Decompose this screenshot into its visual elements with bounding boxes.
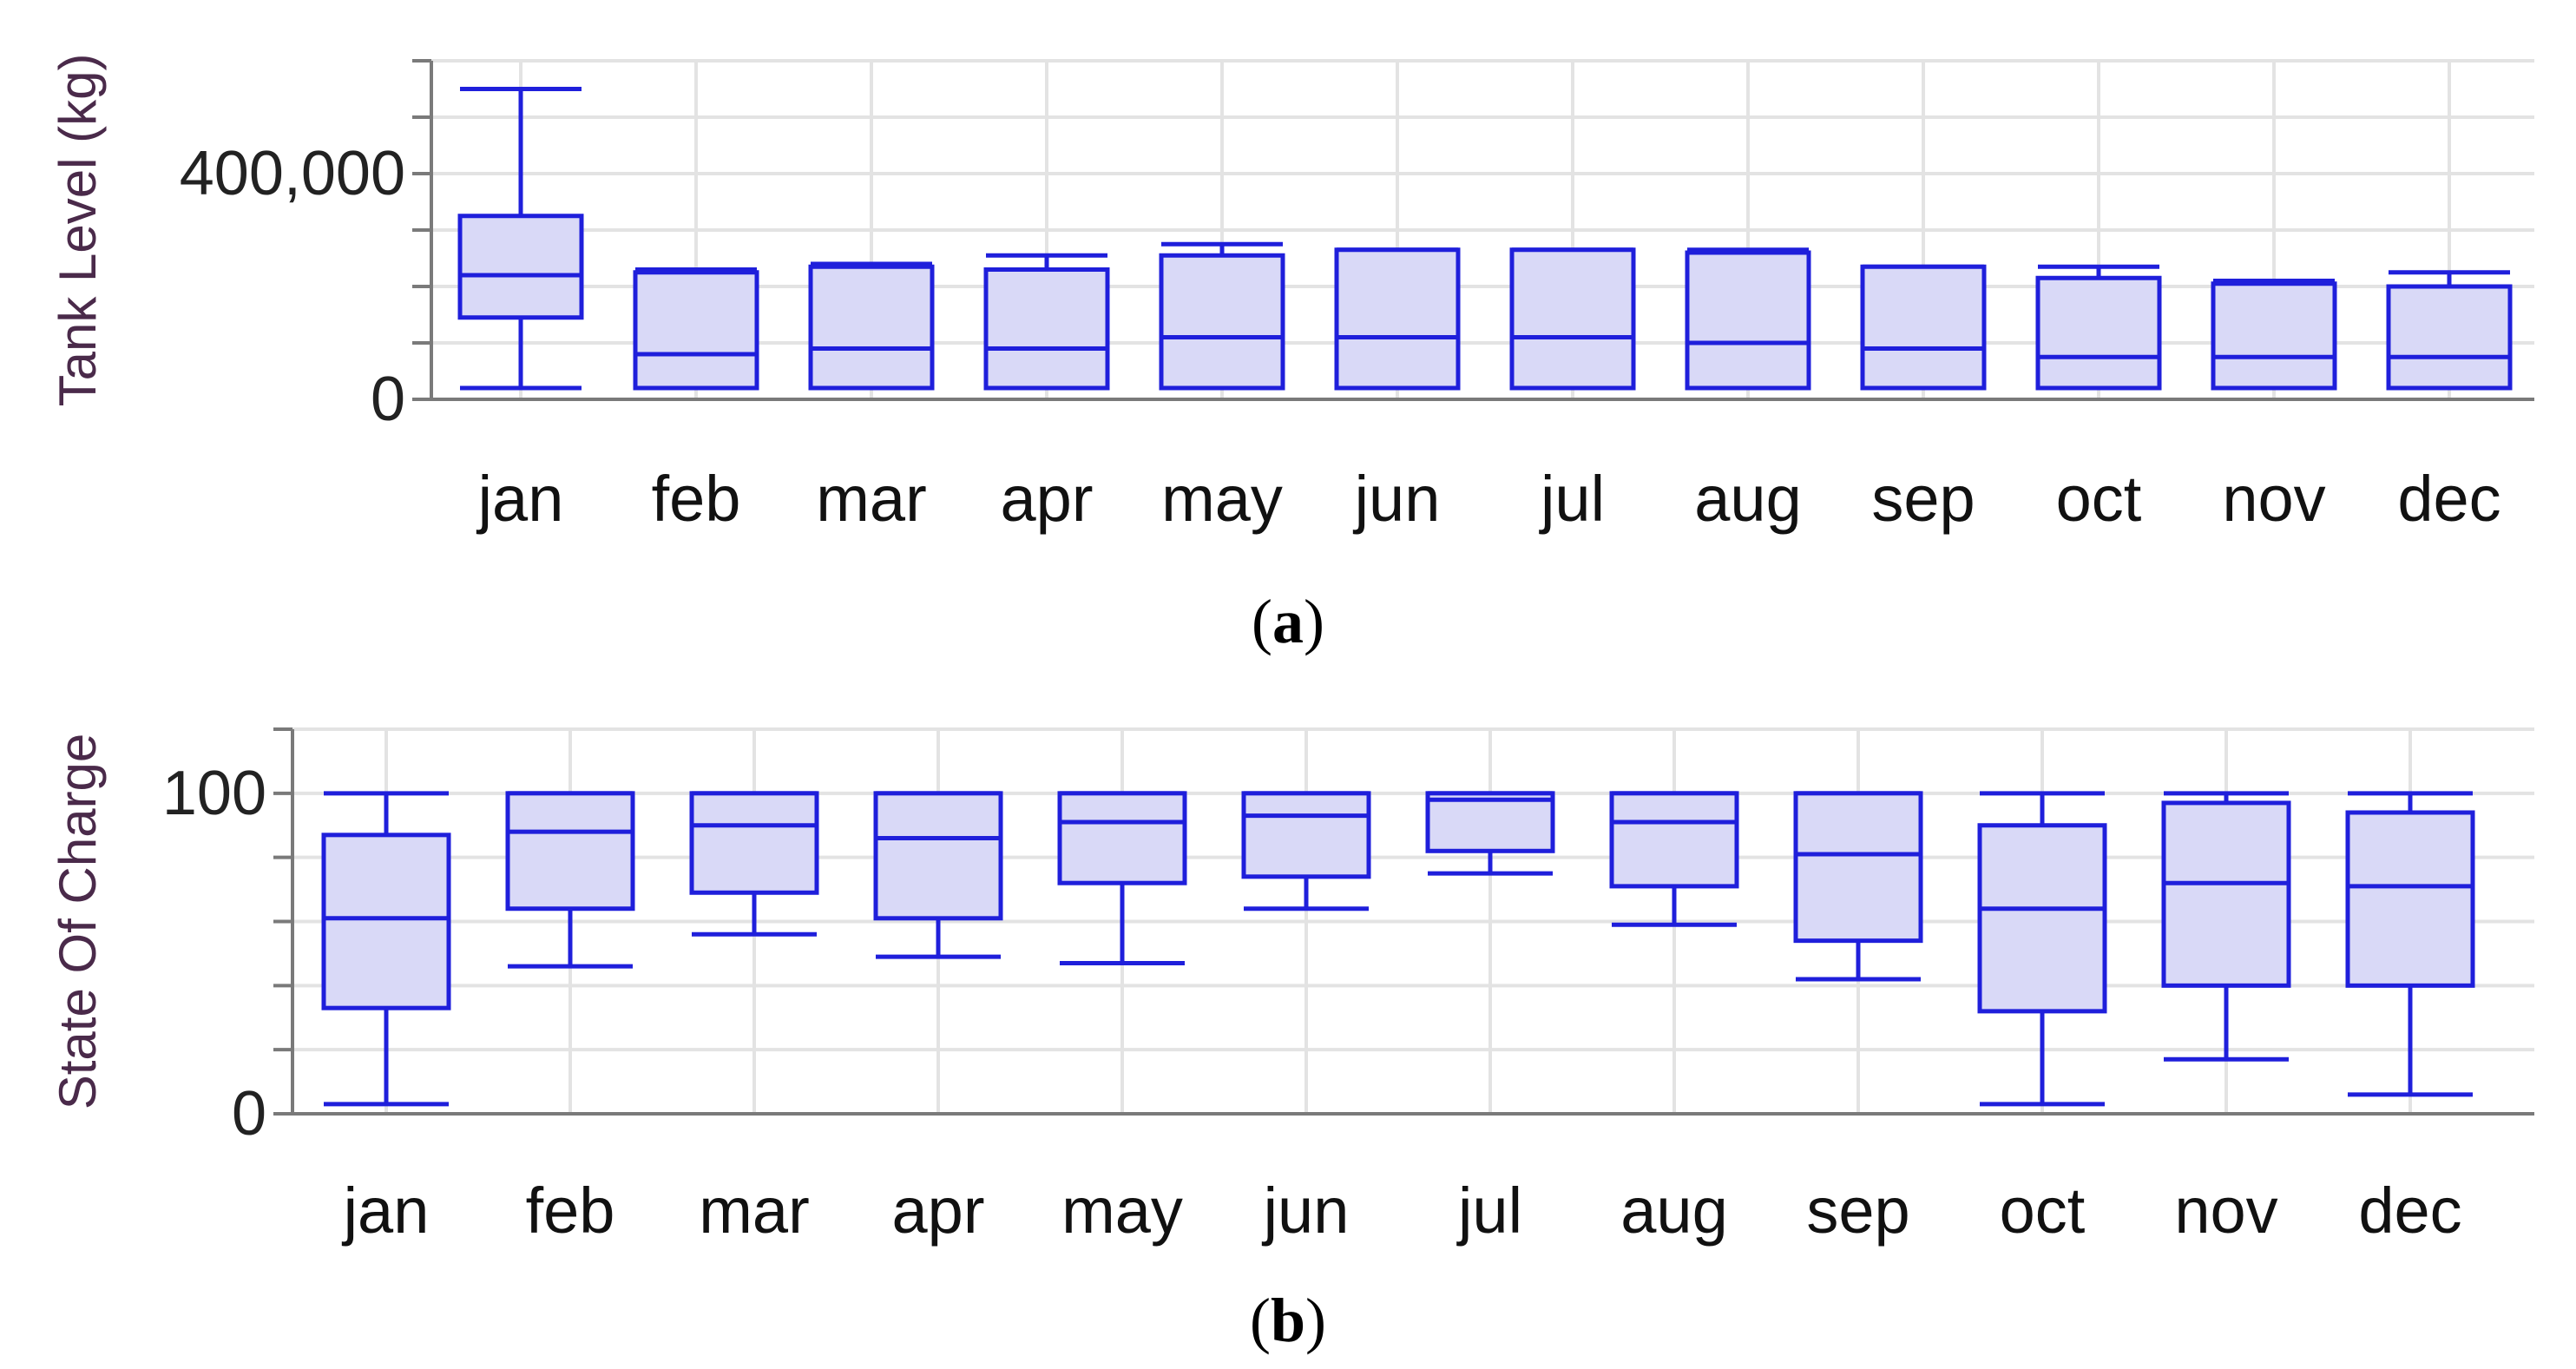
box-iqr bbox=[983, 267, 1110, 391]
y-tick-label: 0 bbox=[371, 365, 405, 434]
x-tick-label: may bbox=[1161, 463, 1283, 535]
box-iqr bbox=[2035, 275, 2162, 391]
box-jun bbox=[1241, 791, 1371, 912]
x-tick-label: nov bbox=[2174, 1175, 2277, 1247]
panel-caption: (a) bbox=[1252, 587, 1324, 656]
box-iqr bbox=[1609, 791, 1739, 889]
x-tick-label: aug bbox=[1694, 463, 1801, 535]
box-iqr bbox=[808, 264, 935, 391]
x-tick-label: dec bbox=[2358, 1175, 2461, 1247]
box-dec bbox=[2345, 791, 2475, 1097]
box-jun bbox=[1334, 247, 1461, 391]
x-tick-label: oct bbox=[2000, 1175, 2086, 1247]
box-nov bbox=[2161, 791, 2291, 1062]
y-axis-title: Tank Level (kg) bbox=[49, 54, 107, 407]
x-tick-label: apr bbox=[1001, 463, 1094, 535]
x-tick-label: feb bbox=[652, 463, 741, 535]
x-tick-label: sep bbox=[1871, 463, 1975, 535]
x-tick-label: jun bbox=[1262, 1175, 1350, 1247]
box-apr bbox=[983, 253, 1110, 391]
box-iqr bbox=[2386, 284, 2513, 391]
box-may bbox=[1057, 791, 1187, 965]
box-mar bbox=[808, 261, 935, 391]
x-tick-label: aug bbox=[1620, 1175, 1727, 1247]
box-iqr bbox=[1977, 823, 2107, 1014]
x-tick-label: oct bbox=[2056, 463, 2142, 535]
box-may bbox=[1159, 241, 1285, 391]
box-iqr bbox=[1860, 264, 1987, 391]
box-iqr bbox=[1159, 253, 1285, 391]
x-tick-label: mar bbox=[816, 463, 926, 535]
box-aug bbox=[1609, 791, 1739, 927]
box-jul bbox=[1509, 247, 1636, 391]
x-tick-label: nov bbox=[2222, 463, 2325, 535]
y-tick-label: 400,000 bbox=[180, 139, 405, 208]
x-tick-label: mar bbox=[699, 1175, 809, 1247]
panel-caption-letter: a bbox=[1272, 587, 1304, 656]
box-iqr bbox=[1057, 791, 1187, 885]
y-axis-title: State Of Charge bbox=[49, 734, 107, 1110]
x-tick-label: jan bbox=[342, 1175, 430, 1247]
box-sep bbox=[1793, 791, 1923, 982]
box-iqr bbox=[505, 791, 635, 912]
box-feb bbox=[633, 267, 759, 391]
box-iqr bbox=[2345, 810, 2475, 988]
y-tick-label: 0 bbox=[232, 1079, 266, 1149]
box-jan bbox=[457, 87, 584, 391]
x-tick-label: jul bbox=[1539, 463, 1605, 535]
box-iqr bbox=[2211, 281, 2337, 391]
box-aug bbox=[1685, 247, 1811, 391]
box-iqr bbox=[1685, 250, 1811, 391]
x-tick-label: sep bbox=[1806, 1175, 1909, 1247]
chart-panel-b: 0 100 State Of Charge jan feb mar apr may jun jul… bbox=[49, 727, 2534, 1355]
x-tick-label: may bbox=[1061, 1175, 1183, 1247]
panel-caption-letter: b bbox=[1271, 1286, 1305, 1355]
x-tick-label: feb bbox=[526, 1175, 615, 1247]
box-feb bbox=[505, 791, 635, 969]
box-iqr bbox=[689, 791, 819, 895]
box-iqr bbox=[1334, 247, 1461, 391]
box-apr bbox=[873, 791, 1003, 959]
box-iqr bbox=[1509, 247, 1636, 391]
y-tick-label: 100 bbox=[162, 759, 266, 828]
box-nov bbox=[2211, 279, 2337, 391]
box-iqr bbox=[873, 791, 1003, 921]
box-iqr bbox=[2161, 800, 2291, 988]
box-iqr bbox=[1793, 791, 1923, 944]
box-oct bbox=[1977, 791, 2107, 1107]
box-jul bbox=[1425, 791, 1555, 876]
x-tick-label: apr bbox=[892, 1175, 985, 1247]
x-tick-label: jun bbox=[1353, 463, 1441, 535]
box-iqr bbox=[321, 833, 451, 1010]
x-tick-label: dec bbox=[2397, 463, 2500, 535]
box-mar bbox=[689, 791, 819, 937]
x-tick-label: jul bbox=[1456, 1175, 1522, 1247]
box-oct bbox=[2035, 264, 2162, 391]
panel-caption: (b) bbox=[1250, 1286, 1326, 1355]
box-jan bbox=[321, 791, 451, 1107]
x-tick-label: jan bbox=[476, 463, 564, 535]
box-dec bbox=[2386, 270, 2513, 391]
box-iqr bbox=[633, 270, 759, 391]
box-iqr bbox=[1425, 791, 1555, 853]
box-iqr bbox=[1241, 791, 1371, 879]
box-iqr bbox=[457, 214, 584, 320]
box-sep bbox=[1860, 264, 1987, 391]
